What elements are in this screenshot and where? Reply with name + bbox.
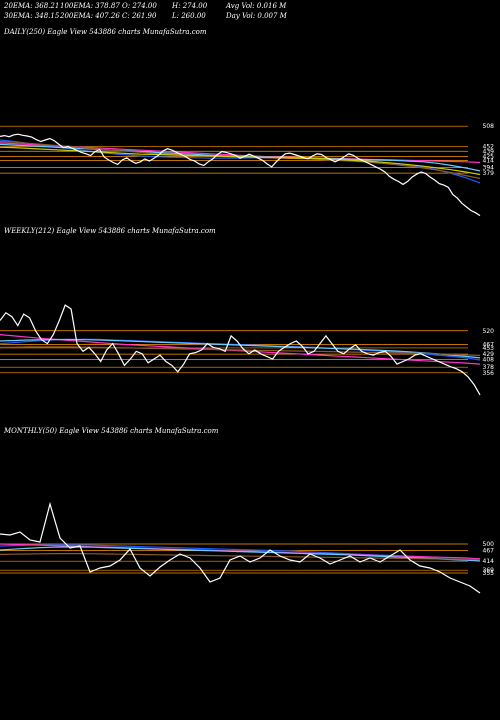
stat-low: L: 260.00 <box>172 12 206 20</box>
stat-200ema: 200EMA: 407.26 <box>60 12 120 20</box>
weekly-price-line <box>0 304 481 396</box>
stat-100ema: 100EMA: 378.87 <box>60 2 120 10</box>
monthly-price-line <box>0 501 481 594</box>
daily-level-label: 452 <box>483 144 495 151</box>
daily-level-label: 394 <box>483 165 495 172</box>
daily-ema-line <box>0 142 481 164</box>
daily-level-label: 439 <box>483 148 495 155</box>
weekly-ema-line <box>0 338 481 359</box>
stat-open: O: 274.00 <box>122 2 157 10</box>
monthly-panel-title: MONTHLY(50) Eagle View 543886 charts Mun… <box>4 427 219 435</box>
daily-level-label: 379 <box>483 170 495 177</box>
daily-level-label: 414 <box>483 157 495 164</box>
stat-avg-vol: Avg Vol: 0.016 M <box>226 2 287 10</box>
stat-day-vol: Day Vol: 0.007 M <box>226 12 287 20</box>
daily-level-label: 425 <box>483 153 495 160</box>
stat-30ema: 30EMA: 348.15 <box>4 12 60 20</box>
daily-panel-title: DAILY(250) Eagle View 543886 charts Muna… <box>4 28 207 36</box>
weekly-level-label: 378 <box>483 364 495 371</box>
weekly-ema-line <box>0 334 481 365</box>
monthly-level-label: 500 <box>483 541 495 548</box>
weekly-level-label: 408 <box>483 356 495 363</box>
daily-price-line <box>0 133 481 217</box>
daily-level-label: 508 <box>483 123 495 130</box>
stat-close: C: 261.90 <box>122 12 157 20</box>
weekly-level-label: 467 <box>483 341 495 348</box>
weekly-level-label: 356 <box>483 370 495 377</box>
stat-20ema: 20EMA: 368.21 <box>4 2 60 10</box>
monthly-level-label: 369 <box>483 567 495 574</box>
monthly-level-label: 467 <box>483 548 495 555</box>
monthly-level-label: 355 <box>483 570 495 577</box>
monthly-level-label: 414 <box>483 558 495 565</box>
weekly-level-label: 520 <box>483 328 495 335</box>
weekly-level-label: 429 <box>483 351 495 358</box>
weekly-panel-title: WEEKLY(212) Eagle View 543886 charts Mun… <box>4 227 216 235</box>
weekly-level-label: 453 <box>483 345 495 352</box>
stat-high: H: 274.00 <box>172 2 208 10</box>
daily-ema-line <box>0 146 481 176</box>
